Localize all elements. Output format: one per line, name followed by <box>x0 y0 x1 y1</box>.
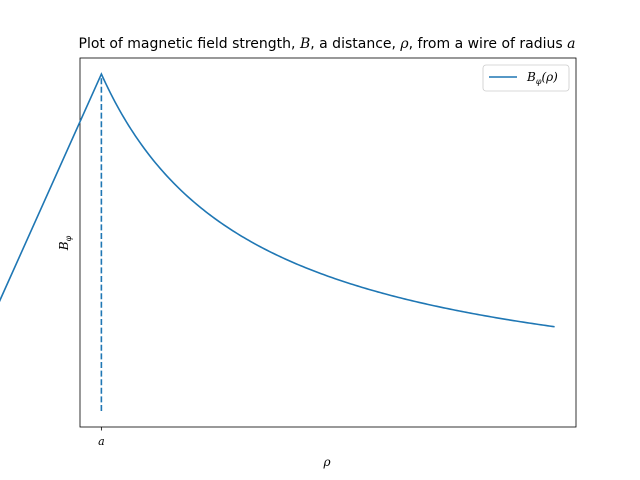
plot-area-frame <box>79 57 577 428</box>
x-axis-label: ρ <box>322 455 330 469</box>
legend-label: Bφ(ρ) <box>526 70 558 86</box>
chart-title: Plot of magnetic field strength, B, a di… <box>79 36 576 52</box>
x-tick-label-0: a <box>98 435 105 448</box>
x-ticks: a <box>98 427 105 448</box>
series-field-line <box>0 72 555 328</box>
legend: Bφ(ρ) <box>482 64 570 92</box>
legend-box <box>482 64 570 92</box>
y-axis-label: Bφ <box>57 235 73 251</box>
series-layer <box>0 72 555 411</box>
